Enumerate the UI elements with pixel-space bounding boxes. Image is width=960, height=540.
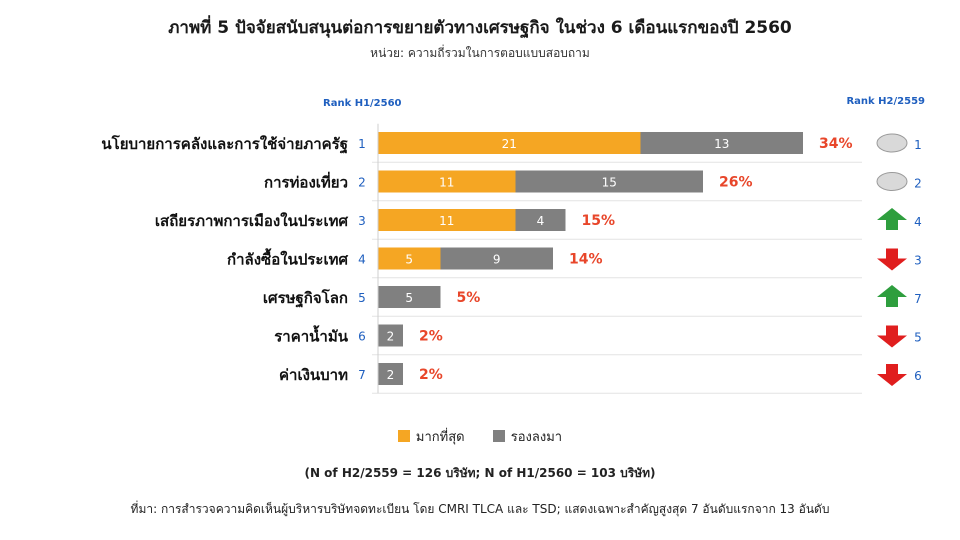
bar-label-most: 11: [439, 176, 454, 190]
rank-h2-value: 2: [914, 177, 922, 191]
bar-label-second: 13: [714, 137, 729, 151]
category-label: กำลังซื้อในประเทศ: [227, 248, 348, 269]
bar-label-most: 21: [502, 137, 517, 151]
legend-swatch-most: [397, 430, 410, 442]
chart-title: ภาพที่ 5 ปัจจัยสนับสนุนต่อการขยายตัวทางเ…: [168, 18, 792, 38]
legend-label-second: รองลงมา: [510, 430, 563, 445]
rank-h1-value: 7: [358, 368, 366, 382]
source-note: ที่มา: การสำรวจความคิดเห็นผู้บริหารบริษั…: [130, 502, 830, 516]
total-percent: 5%: [457, 290, 481, 306]
legend-item-second: รองลงมา: [492, 426, 563, 447]
arrow-down-icon: [877, 325, 907, 348]
rank-h1-value: 4: [358, 253, 366, 267]
rank-h2-header: Rank H2/2559: [846, 96, 925, 107]
bar-second: [515, 209, 566, 231]
bar-label-second: 9: [493, 253, 501, 267]
arrow-down-icon: [877, 364, 907, 386]
rank-h2-value: 4: [914, 215, 922, 229]
total-percent: 14%: [569, 252, 603, 268]
category-label: นโยบายการคลังและการใช้จ่ายภาครัฐ: [101, 134, 348, 154]
rank-h1-header: Rank H1/2560: [323, 98, 402, 109]
total-percent: 34%: [819, 136, 853, 152]
rank-h1-value: 6: [358, 330, 366, 344]
legend-swatch-second: [492, 430, 505, 442]
legend-label-most: มากที่สุด: [415, 430, 465, 445]
rank-h1-value: 2: [358, 176, 366, 190]
stacked-bar-chart: นโยบายการคลังและการใช้จ่ายภาครัฐ 1 21 13 34%…: [101, 123, 922, 394]
chart-subtitle: หน่วย: ความถี่รวมในการตอบแบบสอบถาม: [370, 46, 590, 60]
total-percent: 2%: [419, 329, 443, 345]
bar-second: [378, 363, 403, 385]
category-label: ค่าเงินบาท: [279, 366, 348, 384]
legend: มากที่สุด รองลงมา: [0, 426, 960, 447]
bar-label-most: 5: [405, 253, 413, 267]
bar-label-second: 5: [405, 291, 413, 305]
same-rank-icon: [876, 133, 908, 153]
sample-size-note: (N of H2/2559 = 126 บริษัท; N of H1/2560…: [304, 466, 656, 480]
arrow-down-icon: [877, 248, 907, 271]
category-label: เสถียรภาพการเมืองในประเทศ: [155, 212, 349, 230]
bar-most: [378, 247, 441, 270]
bar-label-second: 2: [387, 368, 395, 382]
bar-second: [515, 170, 703, 193]
rank-h2-value: 5: [914, 331, 922, 345]
category-label: ราคาน้ำมัน: [274, 325, 349, 346]
bar-most: [378, 170, 516, 193]
total-percent: 15%: [582, 213, 616, 229]
same-rank-icon: [876, 172, 908, 191]
bar-most: [378, 132, 641, 154]
arrow-up-icon: [877, 208, 907, 230]
legend-item-most: มากที่สุด: [397, 426, 465, 447]
total-percent: 26%: [719, 175, 753, 191]
bar-label-second: 15: [602, 176, 617, 190]
bar-second: [640, 132, 803, 154]
rank-h2-value: 3: [914, 254, 922, 268]
rank-h2-value: 1: [914, 138, 922, 152]
arrow-up-icon: [877, 285, 907, 307]
bar-second: [378, 286, 441, 308]
rank-h2-value: 7: [914, 292, 922, 306]
category-label: เศรษฐกิจโลก: [263, 288, 348, 308]
rank-h1-value: 1: [358, 137, 366, 151]
bar-second: [378, 324, 403, 347]
rank-h2-value: 6: [914, 369, 922, 383]
bar-second: [440, 247, 553, 270]
rank-h1-value: 3: [358, 214, 366, 228]
bar-label-second: 2: [387, 330, 395, 344]
category-label: การท่องเที่ยว: [264, 172, 348, 192]
rank-h1-value: 5: [358, 291, 366, 305]
bar-label-second: 4: [537, 214, 545, 228]
bar-label-most: 11: [439, 214, 454, 228]
total-percent: 2%: [419, 367, 443, 383]
bar-most: [378, 209, 516, 231]
